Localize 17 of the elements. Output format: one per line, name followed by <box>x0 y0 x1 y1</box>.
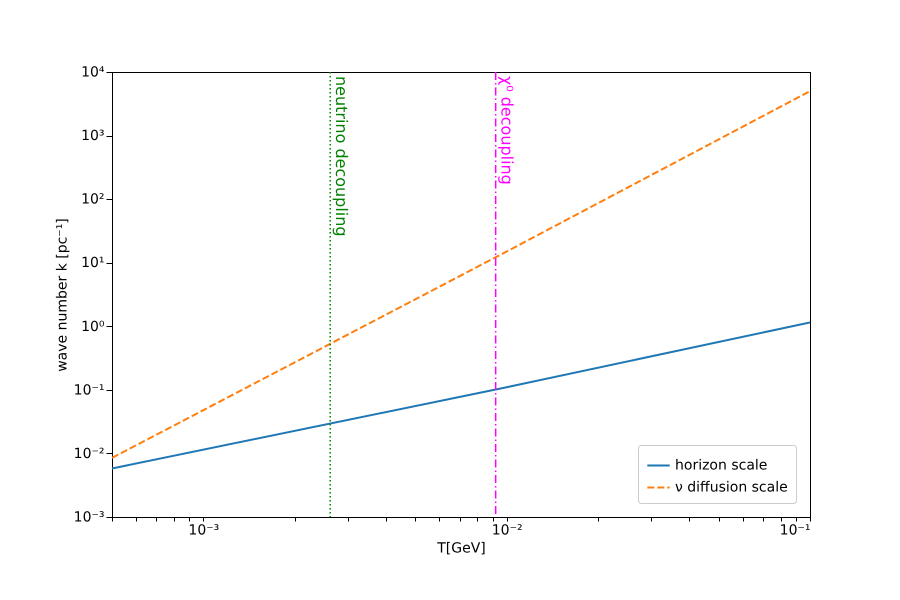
y-tick-label: 10² <box>81 192 104 208</box>
y-tick-label: 10⁻³ <box>74 510 104 526</box>
x-tick-label: 10⁻¹ <box>780 522 810 538</box>
legend-label: ν diffusion scale <box>675 480 788 496</box>
y-tick-label: 10³ <box>81 128 104 144</box>
y-tick-label: 10⁰ <box>81 318 105 335</box>
x-tick-label: 10⁻² <box>492 522 523 538</box>
y-tick-label: 10⁻¹ <box>74 382 104 398</box>
y-axis-title: wave number k [pc⁻¹] <box>54 218 71 372</box>
legend-label: horizon scale <box>675 458 768 474</box>
y-tick-label: 10⁴ <box>81 64 105 80</box>
y-tick-label: 10¹ <box>81 255 104 272</box>
y-tick-label: 10⁻² <box>74 446 104 462</box>
ref-line-label: neutrino decoupling <box>332 76 352 237</box>
ref-line-label: χ⁰ decoupling <box>498 76 517 185</box>
x-axis-title: T[GeV] <box>436 540 486 556</box>
x-tick-label: 10⁻³ <box>188 522 220 538</box>
